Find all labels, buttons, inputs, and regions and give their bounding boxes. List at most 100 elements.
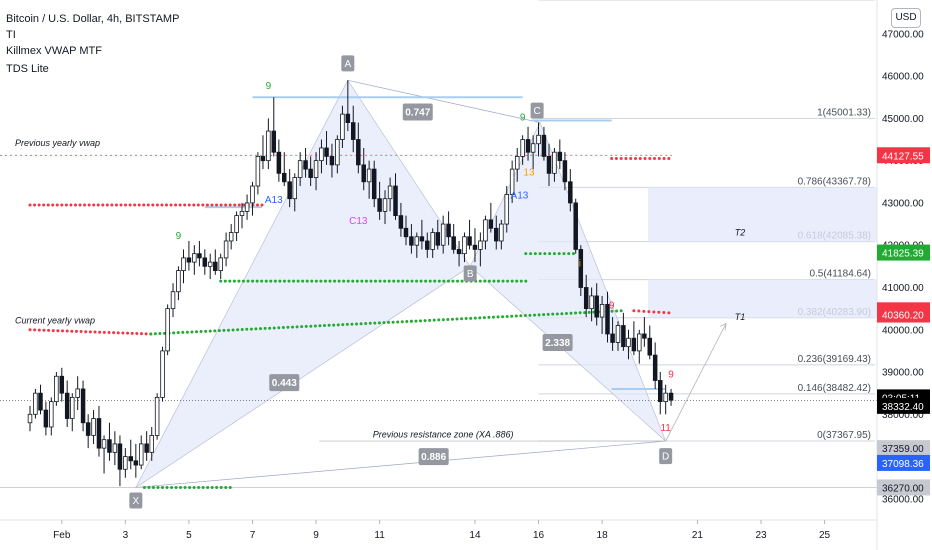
candle-up [387,185,393,200]
vwap-dot-green [223,279,227,283]
vwap-dot-green [441,318,445,322]
vwap-dot-green [224,485,228,489]
candle-up [483,219,488,242]
candle-up [239,210,245,217]
candle-down [403,227,409,238]
vwap-dot-green [377,321,381,325]
vwap-dot-green [323,324,327,328]
currency-button[interactable]: USD [891,8,921,28]
vwap-dot-green [478,316,482,320]
vwap-dot-green [142,485,146,489]
vwap-dot-red [102,330,106,334]
vwap-dot-green [268,326,272,330]
vwap-dot-green [228,279,232,283]
candle-down [144,443,149,453]
vwap-dot-red [101,203,105,207]
harmonic-pattern [0,79,877,489]
indicator-ti[interactable]: TI [6,29,16,41]
vwap-dot-red [642,309,646,313]
indicator-killmex-vwap[interactable]: Killmex VWAP MTF [6,45,102,57]
x-tick-label: 16 [533,530,545,541]
vwap-dot-red [201,203,205,207]
x-tick-label: 3 [123,530,129,541]
candle-up [192,253,197,263]
vwap-dot-red [107,331,111,335]
vwap-dot-green [228,485,232,489]
candle-down [85,422,91,436]
candle-down [276,151,282,174]
vwap-dot-green [254,327,258,331]
candle-up [112,443,118,453]
vwap-dot-green [222,328,226,332]
td-signal: 9 [176,231,182,242]
candle-up [440,223,446,246]
vwap-dot-green [496,279,500,283]
candle-up [462,236,467,255]
vwap-dot-green [428,318,432,322]
candle-down [356,139,361,166]
vwap-dot-green [460,279,464,283]
vwap-dot-red [242,203,246,207]
y-tick-label: 45000.00 [882,114,924,125]
vwap-dot-green [533,313,537,317]
candle-up [27,413,33,424]
vwap-dot-red [638,157,642,161]
vwap-dot-red [653,157,657,161]
vwap-dot-red [116,331,120,335]
vwap-dot-green [567,252,571,256]
candle-up [599,303,605,318]
vwap-dot-green [587,310,591,314]
vwap-dot-green [255,279,259,283]
vwap-dot-red [233,203,237,207]
candle-up [552,151,557,174]
vwap-dot-green [345,322,349,326]
vwap-dot-green [387,320,391,324]
x-tick-label: 7 [250,530,256,541]
vwap-dot-red [643,157,647,161]
vwap-dot-green [460,317,464,321]
candle-down [133,460,139,466]
candle-down [186,257,192,263]
vwap-dot-green [333,279,337,283]
vwap-dot-red [46,203,50,207]
candle-down [419,236,425,242]
vwap-dot-red [112,331,116,335]
x-tick-label: 21 [692,530,704,541]
vwap-dot-green [400,320,404,324]
pattern-ac [347,79,541,123]
candle-up [615,325,621,343]
candle-down [38,392,43,411]
candle-down [642,333,647,339]
vwap-dot-green [369,279,373,283]
vwap-dot-green [519,314,523,318]
vwap-dot-green [206,485,210,489]
vwap-dot-green [310,279,314,283]
vwap-dot-green [301,279,305,283]
vwap-dot-red [74,329,78,333]
vwap-dot-red [64,203,68,207]
vwap-dot-red [87,203,91,207]
indicator-tds-lite[interactable]: TDS Lite [6,63,49,75]
candle-up [181,257,186,271]
candle-down [393,185,398,217]
point-label-x-bg [129,492,143,509]
candle-up [223,240,229,259]
vwap-dot-red [219,203,223,207]
ratio-label-xd-bg [418,448,449,466]
candle-down [260,156,266,162]
vwap-dot-green [555,312,559,316]
price-tag: 37098.36 [882,459,924,470]
candle-up [382,198,388,212]
vwap-dot-red [60,203,64,207]
target-zone-t1 [648,279,877,318]
vwap-dot-green [364,279,368,283]
candle-down [425,240,430,250]
vwap-dot-green [208,329,212,333]
vwap-dot-green [251,279,255,283]
point-label-x: X [133,496,140,507]
candle-up [91,418,96,436]
candle-down [494,227,499,242]
ratio-label-xab-bg [269,374,300,392]
candle-down [658,380,663,403]
